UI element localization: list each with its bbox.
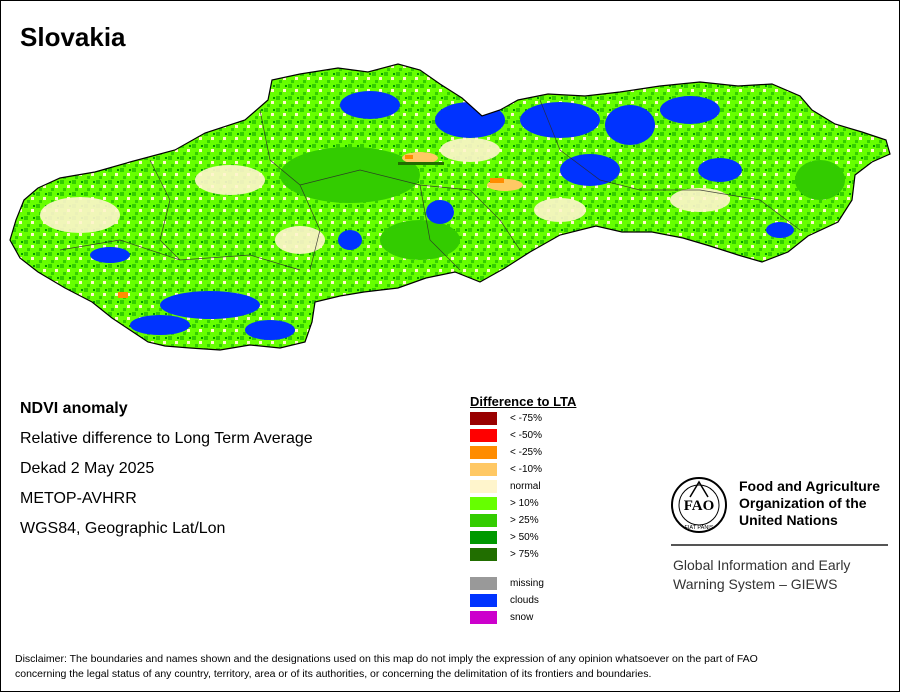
info-block: NDVI anomaly Relative difference to Long… xyxy=(20,398,313,548)
legend-swatch xyxy=(470,480,497,493)
legend-swatch xyxy=(470,497,497,510)
legend-item: > 50% xyxy=(470,531,610,545)
disclaimer: Disclaimer: The boundaries and names sho… xyxy=(15,652,885,682)
legend-item: < -50% xyxy=(470,429,610,443)
legend-swatch xyxy=(470,463,497,476)
legend-label: clouds xyxy=(510,595,539,606)
legend-swatch xyxy=(470,594,497,607)
fao-name: Food and Agriculture Organization of the… xyxy=(739,478,880,529)
info-description: Relative difference to Long Term Average xyxy=(20,430,313,447)
giews-line1: Global Information and Early xyxy=(673,557,851,573)
legend: Difference to LTA < -75% < -50% < -25% < -1… xyxy=(470,394,577,624)
legend-label: < -25% xyxy=(510,447,542,458)
legend-swatch xyxy=(470,429,497,442)
legend-item: > 25% xyxy=(470,514,610,528)
svg-text:FAO: FAO xyxy=(684,498,715,514)
fao-divider xyxy=(671,544,888,546)
legend-label: < -50% xyxy=(510,430,542,441)
info-period: Dekad 2 May 2025 xyxy=(20,460,155,477)
giews-name: Global Information and Early Warning Sys… xyxy=(673,556,850,594)
fao-name-line1: Food and Agriculture xyxy=(739,478,881,494)
legend-label: < -75% xyxy=(510,413,542,424)
legend-swatch xyxy=(470,548,497,561)
fao-name-line2: Organization of the xyxy=(739,495,867,511)
legend-item: snow xyxy=(470,611,610,625)
legend-label: > 50% xyxy=(510,532,539,543)
legend-swatch xyxy=(470,514,497,527)
fao-name-line3: United Nations xyxy=(739,512,838,528)
map-title: Slovakia xyxy=(20,22,126,52)
legend-item: clouds xyxy=(470,594,610,608)
legend-swatch xyxy=(470,531,497,544)
legend-item: < -10% xyxy=(470,463,610,477)
legend-label: normal xyxy=(510,481,541,492)
info-sensor: METOP-AVHRR xyxy=(20,490,137,507)
ndvi-raster xyxy=(10,64,890,350)
info-projection: WGS84, Geographic Lat/Lon xyxy=(20,520,226,537)
legend-swatch xyxy=(470,577,497,590)
legend-label: > 10% xyxy=(510,498,539,509)
disclaimer-line2: concerning the legal status of any count… xyxy=(15,668,652,680)
legend-item: < -75% xyxy=(470,412,610,426)
legend-item: normal xyxy=(470,480,610,494)
giews-line2: Warning System – GIEWS xyxy=(673,576,838,592)
fao-emblem-icon: FAO FIAT PANIS xyxy=(671,477,727,533)
legend-label: > 75% xyxy=(510,549,539,560)
legend-label: missing xyxy=(510,578,544,589)
legend-title: Difference to LTA xyxy=(470,394,577,409)
legend-item: > 75% xyxy=(470,548,610,562)
info-product: NDVI anomaly xyxy=(20,400,128,417)
legend-item: > 10% xyxy=(470,497,610,511)
legend-swatch xyxy=(470,412,497,425)
legend-item: missing xyxy=(470,577,610,591)
svg-text:FIAT PANIS: FIAT PANIS xyxy=(684,525,713,531)
legend-swatch xyxy=(470,611,497,624)
ndvi-map xyxy=(9,63,891,351)
legend-label: snow xyxy=(510,612,534,623)
legend-label: > 25% xyxy=(510,515,539,526)
legend-label: < -10% xyxy=(510,464,542,475)
disclaimer-line1: Disclaimer: The boundaries and names sho… xyxy=(15,653,758,665)
legend-item: < -25% xyxy=(470,446,610,460)
legend-swatch xyxy=(470,446,497,459)
